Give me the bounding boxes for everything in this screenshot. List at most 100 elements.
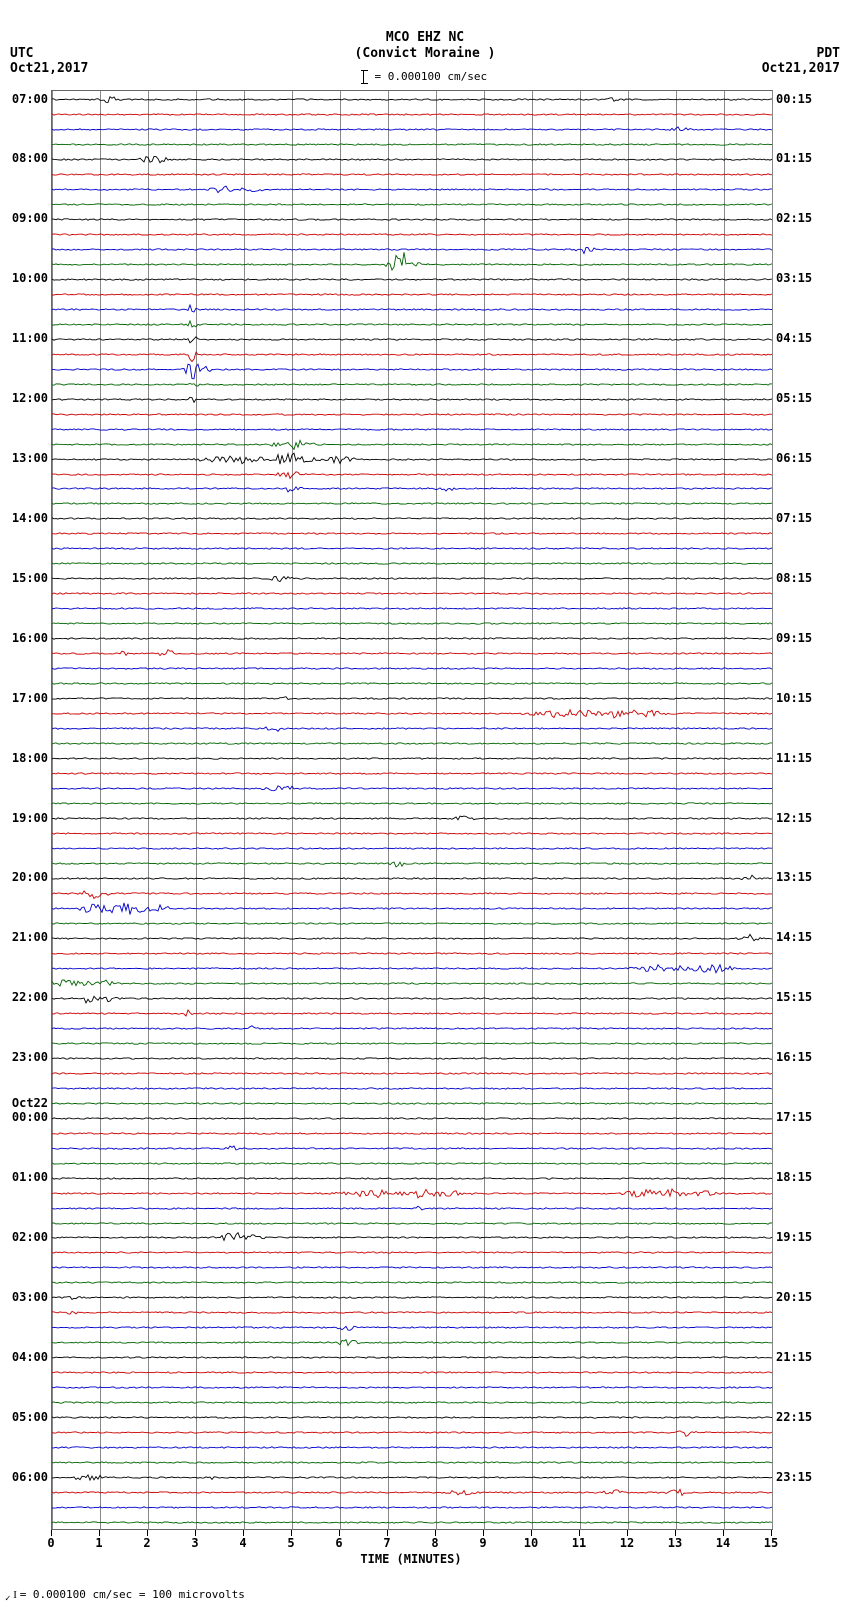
seismic-trace (52, 1275, 772, 1290)
local-time-label: 02:15 (776, 211, 812, 225)
seismic-trace (52, 1021, 772, 1036)
utc-time-label: 07:00 (0, 92, 48, 106)
seismic-trace (52, 1096, 772, 1111)
seismic-trace (52, 1410, 772, 1425)
local-time-label: 17:15 (776, 1110, 812, 1124)
x-tick-label: 14 (716, 1536, 730, 1550)
utc-time-label: 11:00 (0, 331, 48, 345)
seismic-trace (52, 1350, 772, 1365)
seismic-trace (52, 931, 772, 946)
seismic-trace (52, 1156, 772, 1171)
local-time-label: 21:15 (776, 1350, 812, 1364)
seismic-trace (52, 287, 772, 302)
utc-time-label: 05:00 (0, 1410, 48, 1424)
amplitude-bar-icon (363, 70, 364, 84)
seismic-trace (52, 646, 772, 661)
utc-time-label: 12:00 (0, 391, 48, 405)
amplitude-scale-text: = 0.000100 cm/sec (375, 70, 488, 83)
seismic-trace (52, 152, 772, 167)
seismic-trace (52, 1470, 772, 1485)
seismic-trace (52, 407, 772, 422)
seismic-trace (52, 1365, 772, 1380)
seismic-trace (52, 467, 772, 482)
utc-time-label: 17:00 (0, 691, 48, 705)
x-tick-label: 8 (431, 1536, 438, 1550)
seismic-trace (52, 212, 772, 227)
seismic-trace (52, 766, 772, 781)
seismic-trace (52, 1141, 772, 1156)
utc-time-label: 04:00 (0, 1350, 48, 1364)
seismic-trace (52, 991, 772, 1006)
seismic-trace (52, 302, 772, 317)
seismic-trace (52, 886, 772, 901)
local-time-label: 07:15 (776, 511, 812, 525)
seismic-trace (52, 796, 772, 811)
gridline-vertical (772, 91, 773, 1529)
seismic-trace (52, 1305, 772, 1320)
seismic-trace (52, 347, 772, 362)
seismic-trace (52, 541, 772, 556)
seismic-trace (52, 1455, 772, 1470)
seismic-trace (52, 976, 772, 991)
local-time-label: 10:15 (776, 691, 812, 705)
seismic-trace (52, 1201, 772, 1216)
seismic-trace (52, 781, 772, 796)
utc-time-label: 23:00 (0, 1050, 48, 1064)
seismic-trace (52, 137, 772, 152)
seismic-trace (52, 856, 772, 871)
station-subtitle: (Convict Moraine ) (0, 46, 850, 61)
local-time-label: 06:15 (776, 451, 812, 465)
seismic-trace (52, 107, 772, 122)
utc-time-label: 08:00 (0, 151, 48, 165)
local-time-label: 19:15 (776, 1230, 812, 1244)
x-tick-label: 0 (47, 1536, 54, 1550)
x-tick-label: 4 (239, 1536, 246, 1550)
local-time-label: 23:15 (776, 1470, 812, 1484)
seismic-trace (52, 452, 772, 467)
seismic-trace (52, 586, 772, 601)
seismic-trace (52, 1260, 772, 1275)
x-tick-label: 3 (191, 1536, 198, 1550)
utc-time-label: 16:00 (0, 631, 48, 645)
seismic-trace (52, 272, 772, 287)
x-tick-label: 2 (143, 1536, 150, 1550)
amplitude-scale: = 0.000100 cm/sec (0, 70, 850, 84)
seismic-trace (52, 691, 772, 706)
seismic-trace (52, 751, 772, 766)
local-time-label: 18:15 (776, 1170, 812, 1184)
seismic-trace (52, 601, 772, 616)
seismic-trace (52, 1515, 772, 1530)
local-time-label: 11:15 (776, 751, 812, 765)
seismic-trace (52, 916, 772, 931)
local-time-label: 12:15 (776, 811, 812, 825)
seismic-trace (52, 481, 772, 496)
seismic-trace (52, 871, 772, 886)
helicorder-chart (51, 90, 773, 1530)
utc-time-label: 02:00 (0, 1230, 48, 1244)
seismic-trace (52, 736, 772, 751)
seismic-trace (52, 946, 772, 961)
x-tick-label: 15 (764, 1536, 778, 1550)
local-time-label: 03:15 (776, 271, 812, 285)
seismic-trace (52, 511, 772, 526)
station-title: MCO EHZ NC (0, 30, 850, 45)
seismic-trace (52, 1111, 772, 1126)
utc-time-label: 09:00 (0, 211, 48, 225)
x-tick-label: 6 (335, 1536, 342, 1550)
utc-date-break: Oct22 (0, 1096, 48, 1110)
seismic-trace (52, 377, 772, 392)
x-tick-label: 7 (383, 1536, 390, 1550)
seismic-trace (52, 227, 772, 242)
seismic-trace (52, 676, 772, 691)
seismic-trace (52, 1245, 772, 1260)
seismic-trace (52, 706, 772, 721)
x-tick-label: 11 (572, 1536, 586, 1550)
seismic-trace (52, 362, 772, 377)
seismic-trace (52, 1066, 772, 1081)
local-time-label: 09:15 (776, 631, 812, 645)
seismic-trace (52, 332, 772, 347)
utc-time-label: 06:00 (0, 1470, 48, 1484)
seismic-trace (52, 242, 772, 257)
seismic-trace (52, 556, 772, 571)
seismic-trace (52, 1440, 772, 1455)
